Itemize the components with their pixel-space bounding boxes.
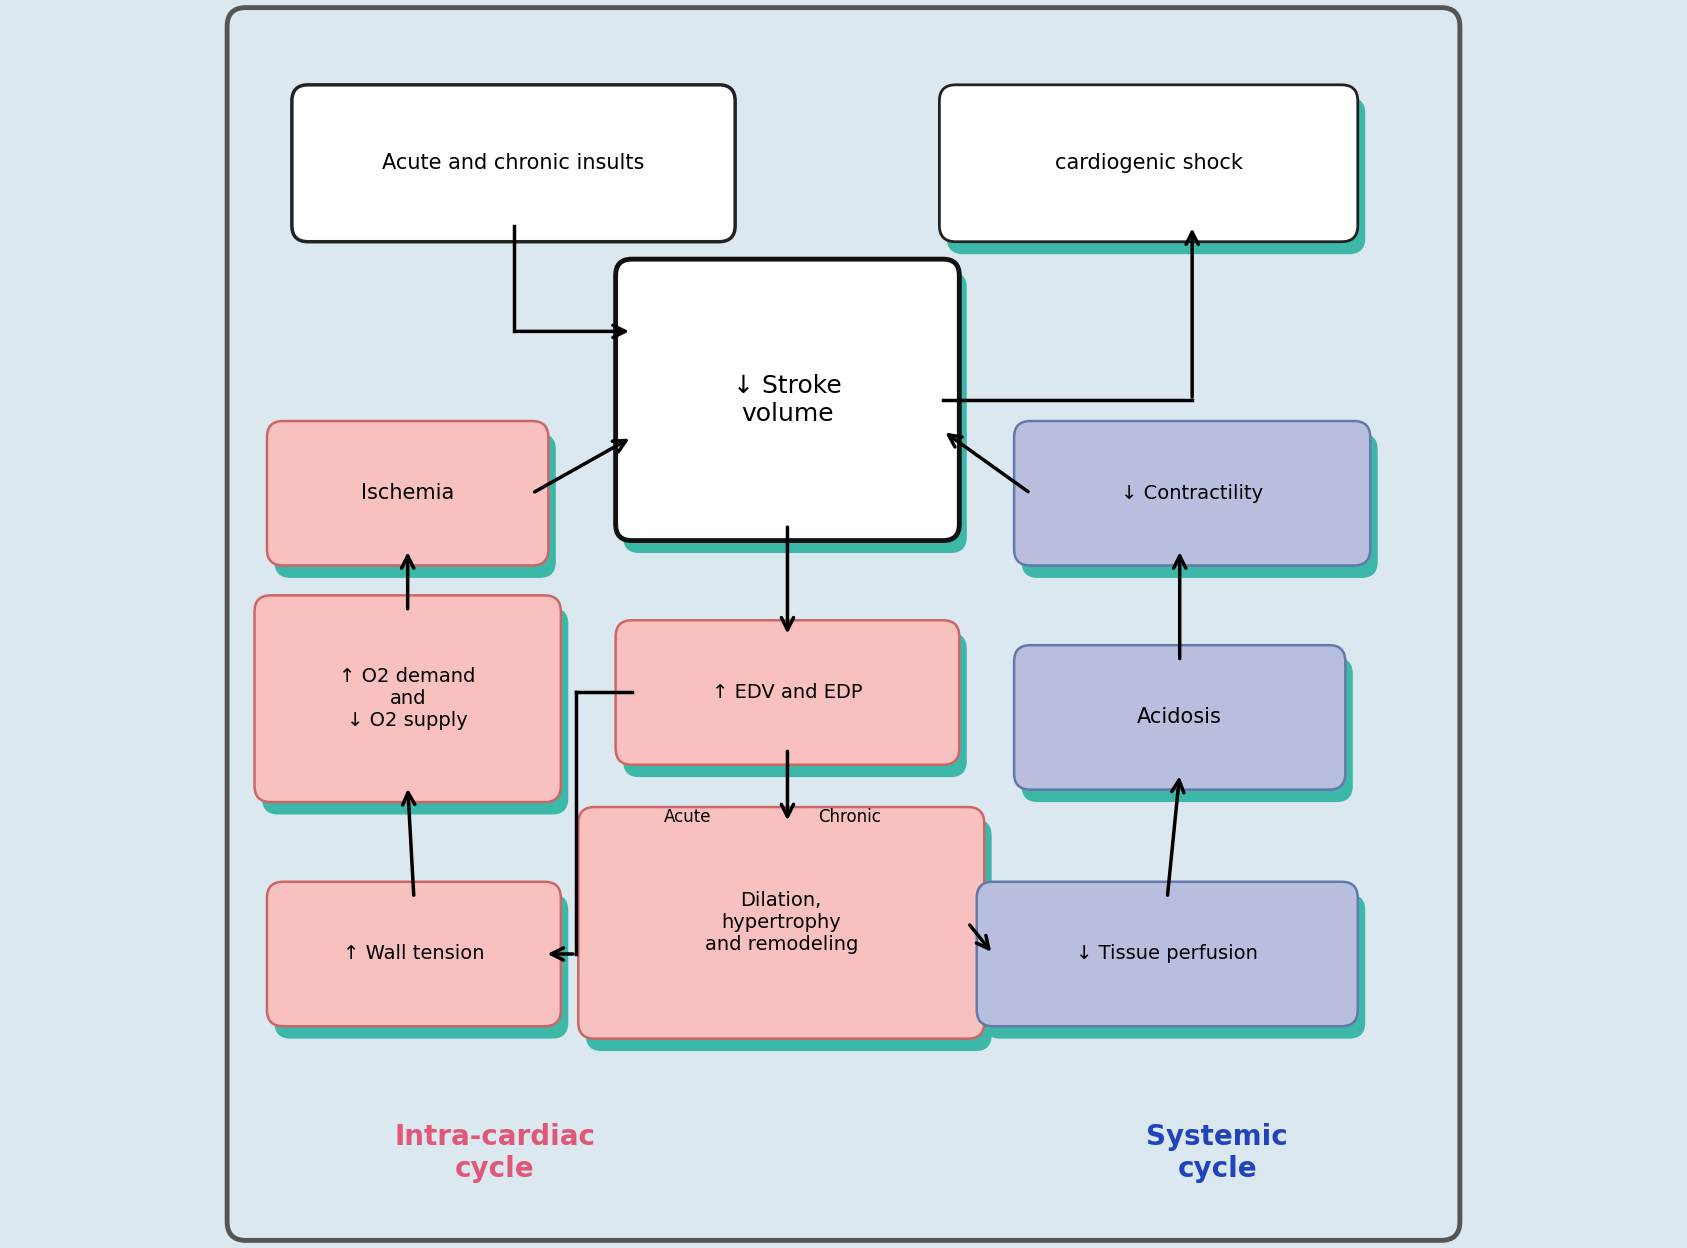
Text: Intra-cardiac
cycle: Intra-cardiac cycle <box>395 1123 596 1183</box>
Text: Systemic
cycle: Systemic cycle <box>1145 1123 1287 1183</box>
FancyBboxPatch shape <box>1022 433 1378 578</box>
FancyBboxPatch shape <box>616 620 960 765</box>
FancyBboxPatch shape <box>977 882 1358 1026</box>
FancyBboxPatch shape <box>275 433 555 578</box>
FancyBboxPatch shape <box>255 595 560 802</box>
FancyBboxPatch shape <box>585 820 992 1051</box>
Text: Dilation,
hypertrophy
and remodeling: Dilation, hypertrophy and remodeling <box>705 891 859 955</box>
Text: Acidosis: Acidosis <box>1137 708 1221 728</box>
Text: ↑ EDV and EDP: ↑ EDV and EDP <box>712 683 862 701</box>
FancyBboxPatch shape <box>1014 645 1345 790</box>
FancyBboxPatch shape <box>940 85 1358 242</box>
Text: Acute: Acute <box>665 807 712 826</box>
Text: ↑ Wall tension: ↑ Wall tension <box>342 945 484 963</box>
Text: Chronic: Chronic <box>818 807 881 826</box>
FancyBboxPatch shape <box>292 85 736 242</box>
FancyBboxPatch shape <box>984 895 1365 1038</box>
FancyBboxPatch shape <box>1014 421 1370 565</box>
FancyBboxPatch shape <box>579 807 984 1038</box>
FancyBboxPatch shape <box>946 97 1365 255</box>
Text: ↓ Stroke
volume: ↓ Stroke volume <box>734 374 842 426</box>
FancyBboxPatch shape <box>623 633 967 778</box>
Text: ↑ O2 demand
and
↓ O2 supply: ↑ O2 demand and ↓ O2 supply <box>339 668 476 730</box>
Text: cardiogenic shock: cardiogenic shock <box>1054 154 1243 173</box>
Text: Acute and chronic insults: Acute and chronic insults <box>383 154 644 173</box>
FancyBboxPatch shape <box>1022 658 1353 802</box>
FancyBboxPatch shape <box>267 421 548 565</box>
FancyBboxPatch shape <box>623 272 967 553</box>
FancyBboxPatch shape <box>616 260 960 540</box>
Text: ↓ Contractility: ↓ Contractility <box>1122 484 1264 503</box>
FancyBboxPatch shape <box>267 882 560 1026</box>
FancyBboxPatch shape <box>275 895 569 1038</box>
Text: Ischemia: Ischemia <box>361 483 454 503</box>
FancyBboxPatch shape <box>228 7 1459 1241</box>
FancyBboxPatch shape <box>261 608 569 815</box>
Text: ↓ Tissue perfusion: ↓ Tissue perfusion <box>1076 945 1259 963</box>
